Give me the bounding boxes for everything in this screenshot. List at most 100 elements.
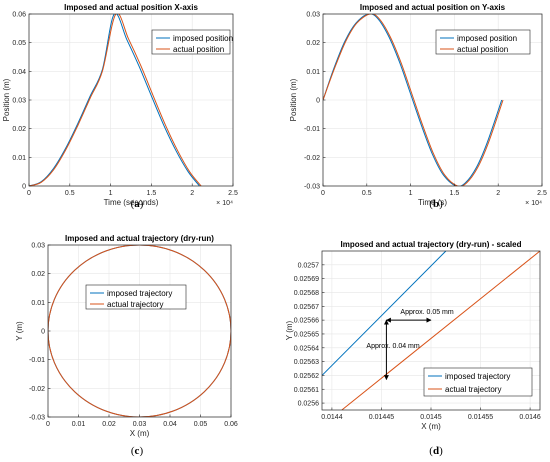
legend-box (423, 367, 533, 397)
series-line-imposed (29, 14, 200, 186)
x-axis-label: Time (seconds) (104, 198, 159, 207)
x-tick-label: 0.5 (362, 190, 372, 197)
series-line-actual (48, 245, 231, 417)
x-tick-label: 1 (409, 190, 413, 197)
panel-b: 0 0.5 1 1.5 2 2.5 -0.03 -0.02 -0.01 0 0.01 0.02 0.03… (289, 3, 547, 210)
y-tick-label: 0 (22, 184, 26, 191)
series-line-imposed (322, 251, 447, 376)
panel-caption: (c) (131, 445, 144, 457)
x-tick-label: 0.06 (224, 421, 238, 428)
x-tick-label: 0.05 (194, 421, 208, 428)
y-tick-label: 0.03 (12, 98, 26, 105)
x-tick-label: 2.5 (537, 190, 547, 197)
x-tick-label: 2 (496, 190, 500, 197)
y-tick-label: 0.02562 (294, 373, 319, 380)
legend-box (435, 29, 531, 55)
legend-label: actual trajectory (107, 300, 163, 309)
panel-a: 0 0.5 1 1.5 2 2.5 0 0.01 0.02 0.03 0.04 0.05 0.06 × 1… (2, 3, 238, 210)
x-tick-label: 0.5 (65, 190, 75, 197)
legend: imposed position actual position (151, 29, 233, 55)
y-axis-label: Position (m) (2, 78, 11, 121)
y-tick-label: 0.06 (12, 12, 26, 19)
panel-caption: (b) (429, 198, 443, 210)
y-tick-label: 0.01 (306, 69, 320, 76)
y-axis-label: Y (m) (285, 320, 294, 340)
x-tick-label: 0.01455 (468, 414, 493, 421)
y-tick-label: 0.03 (31, 243, 45, 250)
y-tick-label: 0 (41, 329, 45, 336)
legend-label: imposed trajectory (445, 372, 510, 381)
x-axis-label: X (m) (421, 422, 441, 431)
y-tick-label: 0.01 (12, 155, 26, 162)
annotation-label-horizontal: Approx. 0.05 mm (400, 309, 453, 316)
chart-title: Imposed and actual trajectory (dry-run) … (341, 240, 522, 249)
x-tick-label: 0 (321, 190, 325, 197)
legend-box (85, 284, 187, 310)
panel-caption: (d) (429, 445, 443, 457)
x-tick-label: 2.5 (228, 190, 238, 197)
legend-label: actual position (173, 45, 224, 54)
y-tick-label: 0.02568 (294, 290, 319, 297)
y-tick-label: 0.02563 (294, 359, 319, 366)
y-tick-label: 0.02566 (294, 318, 319, 325)
legend: imposed trajectory actual trajectory (85, 284, 187, 310)
x-tick-label: 0.0144 (321, 414, 343, 421)
panel-caption: (a) (131, 198, 144, 210)
y-tick-label: -0.01 (29, 357, 45, 364)
chart-title: Imposed and actual trajectory (dry-run) (65, 234, 214, 243)
x-tick-label: 0.01 (72, 421, 86, 428)
y-tick-label: -0.02 (29, 386, 45, 393)
annotation-label-vertical: Approx. 0.04 mm (366, 343, 419, 350)
x-exponent-label: × 10⁴ (216, 200, 233, 207)
y-tick-label: 0.0256 (298, 401, 320, 408)
x-tick-label: 0.03 (133, 421, 147, 428)
y-tick-label: 0.02569 (294, 276, 319, 283)
y-tick-label: 0 (316, 98, 320, 105)
y-tick-label: 0.02565 (294, 331, 319, 338)
legend-label: imposed trajectory (107, 289, 172, 298)
x-exponent-label: × 10⁴ (525, 200, 542, 207)
panel-c: 0 0.01 0.02 0.03 0.04 0.05 0.06 -0.03 -0.02 -0.01… (15, 234, 238, 457)
x-tick-label: 0.01445 (369, 414, 394, 421)
y-axis-label: Position (m) (289, 78, 298, 121)
x-axis-label: Time (s) (418, 198, 447, 207)
x-tick-label: 0.02 (102, 421, 116, 428)
legend-box (151, 29, 231, 55)
legend: imposed position actual position (435, 29, 531, 55)
x-tick-label: 1.5 (450, 190, 460, 197)
y-tick-label: 0.01 (31, 300, 45, 307)
y-tick-label: -0.01 (304, 126, 320, 133)
y-tick-label: 0.02567 (294, 304, 319, 311)
y-tick-label: 0.02 (31, 271, 45, 278)
series-line-actual (341, 251, 540, 410)
x-tick-label: 2 (190, 190, 194, 197)
y-tick-label: -0.03 (29, 415, 45, 422)
legend-label: actual trajectory (445, 385, 501, 394)
y-tick-label: 0.02 (12, 126, 26, 133)
y-tick-label: -0.02 (304, 155, 320, 162)
y-tick-label: 0.03 (306, 12, 320, 19)
y-tick-label: 0.02 (306, 40, 320, 47)
y-axis-label: Y (m) (15, 321, 24, 341)
legend-label: imposed position (173, 34, 233, 43)
legend-label: imposed position (457, 34, 517, 43)
x-tick-label: 0.04 (163, 421, 177, 428)
y-tick-label: -0.03 (304, 184, 320, 191)
x-tick-label: 1 (109, 190, 113, 197)
x-tick-label: 0.0146 (519, 414, 541, 421)
series-line-imposed (323, 14, 503, 186)
chart-title: Imposed and actual position X-axis (64, 3, 198, 12)
series-line-actual (323, 14, 504, 186)
x-tick-label: 1.5 (147, 190, 157, 197)
x-tick-label: 0 (46, 421, 50, 428)
y-tick-label: 0.05 (12, 40, 26, 47)
y-tick-label: 0.02561 (294, 387, 319, 394)
y-tick-label: 0.04 (12, 69, 26, 76)
x-tick-label: 0.0145 (420, 414, 442, 421)
panel-d: Approx. 0.05 mm Approx. 0.04 mm 0.0144 0.01… (285, 240, 541, 457)
x-axis-label: X (m) (130, 429, 150, 438)
x-tick-label: 0 (27, 190, 31, 197)
y-tick-label: 0.0257 (298, 262, 320, 269)
chart-title: Imposed and actual position on Y-axis (360, 3, 506, 12)
